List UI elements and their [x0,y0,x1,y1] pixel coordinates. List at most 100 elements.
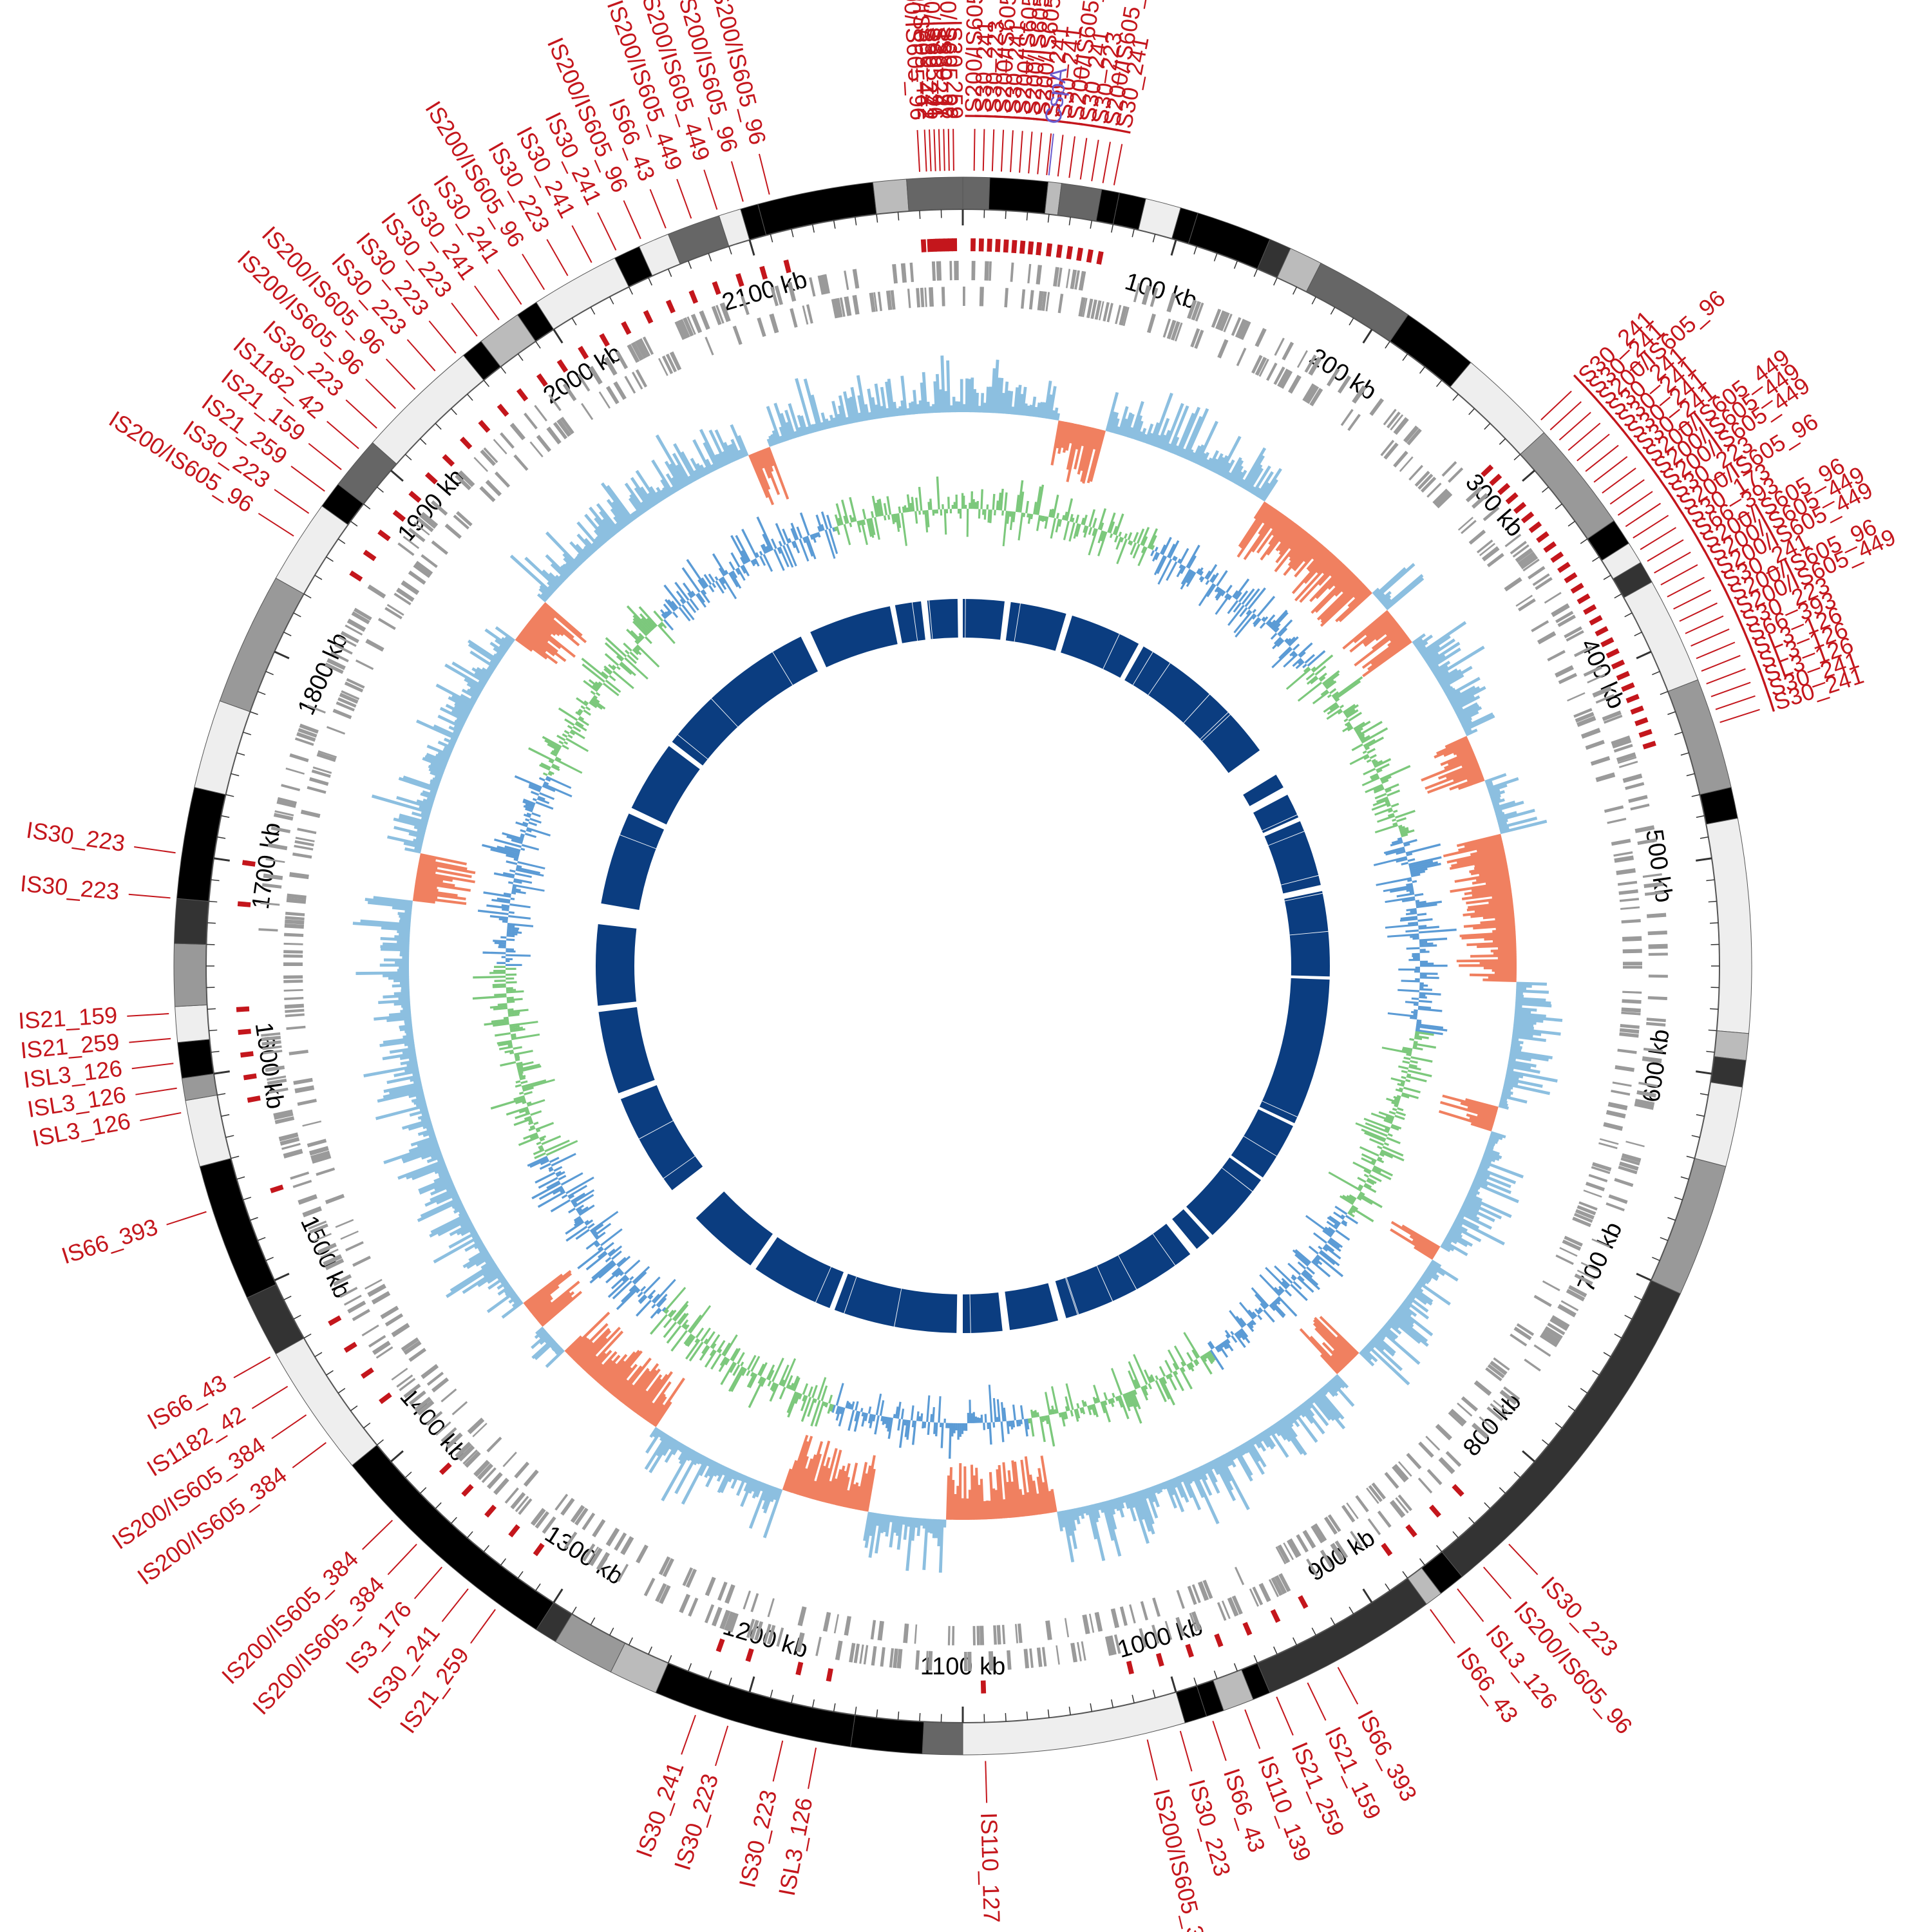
gc-high-bar [1161,1482,1168,1490]
gc-skew-bar [504,1049,514,1054]
gene-block [1614,855,1634,863]
gc-skew-bar [1346,1195,1356,1202]
gene-block [273,1111,294,1120]
gene-block [952,1625,955,1645]
gc-high-bar [471,667,490,680]
gc-high-bar [681,1456,708,1505]
gc-high-bar [575,544,590,559]
gene-block [365,1278,383,1290]
karyotype-band [1389,314,1472,388]
gene-block [1621,919,1641,923]
gc-low-bar [1476,844,1504,853]
gc-low-bar [816,1457,831,1501]
gc-high-bar [1379,1329,1421,1365]
inner-band-segment [1253,794,1299,833]
gene-block [1648,974,1668,978]
gc-low-bar [597,1362,617,1385]
gc-skew-bar [542,784,556,793]
gc-skew-bar [657,1297,667,1308]
gc-high-bar [450,1261,496,1293]
gc-high-bar [1513,1027,1561,1036]
gene-block [705,1577,716,1596]
gc-low-bar [1314,573,1355,613]
gc-skew-bar [893,513,897,523]
gc-high-bar [867,388,875,420]
gc-skew-bar [554,758,583,774]
gene-block [1334,1540,1349,1558]
gene-block [1337,375,1352,394]
gc-skew-bar [1322,1229,1332,1238]
gc-high-bar [1440,1244,1451,1253]
gc-skew-bar [705,1331,715,1345]
gene-block [1108,1635,1117,1656]
gc-skew-bar [1172,1371,1184,1392]
gene-block [289,1049,308,1056]
gene-block [560,1497,575,1516]
gc-high-bar [383,994,410,999]
gc-high-bar [1140,1490,1155,1525]
gc-skew-bar [570,729,585,739]
gc-high-bar [1460,1206,1478,1217]
gene-block [1607,817,1627,824]
gc-skew-bar [1287,1262,1302,1276]
gc-high-bar [1325,1382,1339,1397]
gc-low-bar [1293,540,1320,571]
gene-block [435,1421,451,1436]
gc-high-bar [1486,782,1494,788]
gc-high-bar [388,976,410,980]
gene-block [996,1625,1001,1645]
gc-high-bar [413,1079,422,1084]
minor-tick [571,1606,577,1615]
gc-low-bar [1050,1488,1057,1513]
gc-skew-bar [1144,1385,1148,1390]
gc-skew-bar [1037,484,1045,515]
gc-high-bar [1144,1488,1159,1519]
gc-skew-bar [1167,1349,1180,1370]
gene-block [1625,1141,1645,1148]
gc-low-bar [799,1458,813,1496]
gc-low-bar [1454,871,1509,883]
gene-block [1383,408,1397,426]
gc-high-bar [478,680,486,687]
gene-block [562,383,577,401]
gc-skew-bar [1411,997,1419,1000]
gc-skew-bar [843,515,848,524]
gc-high-bar [1193,444,1205,464]
gc-skew-bar [639,613,655,630]
gc-high-bar [421,1116,431,1122]
gene-block [903,1624,909,1643]
gc-high-bar [1108,1499,1116,1515]
gc-skew-bar [1268,620,1276,628]
minor-tick [1419,1558,1426,1566]
gene-block [1587,674,1605,684]
gc-skew-bar [1269,1304,1276,1311]
gene-block [1211,308,1222,328]
gc-skew-bar [550,752,558,757]
gc-skew-bar [1320,1249,1340,1267]
gene-block [1557,1303,1577,1318]
gc-high-bar [1411,1289,1433,1306]
is-element-mark [1616,670,1631,681]
gc-low-bar [1362,618,1396,645]
gc-high-bar [1222,459,1235,478]
gc-skew-bar [710,1334,721,1349]
gc-skew-bar [838,1407,846,1426]
gc-skew-bar [896,513,902,528]
inner-band-separator [620,834,656,849]
minor-tick [1419,366,1426,374]
gc-low-bar [1303,552,1333,584]
gc-high-bar [419,1106,428,1112]
gc-high-bar [838,405,846,426]
gc-high-bar [1455,702,1479,716]
gene-block [1392,1466,1406,1482]
gc-low-bar [1434,740,1470,759]
gc-high-bar [493,653,502,661]
gc-high-bar [707,1461,717,1477]
minor-tick [770,1689,773,1698]
gene-block [1564,626,1582,639]
gc-skew-bar [687,592,693,599]
gc-skew-bar [1345,708,1356,717]
gc-high-bar [1135,1491,1151,1532]
gc-low-bar [1459,964,1517,967]
gene-block [483,447,498,464]
